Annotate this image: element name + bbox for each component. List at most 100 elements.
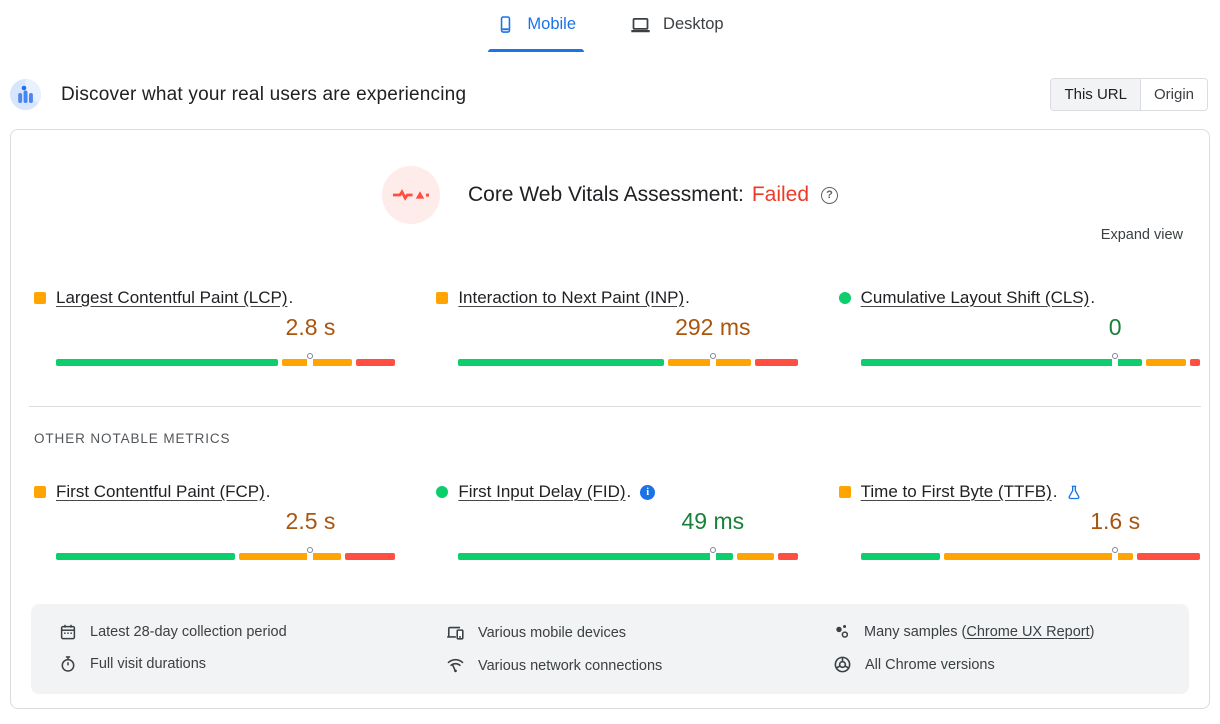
bar-needs-improvement-segment (239, 553, 341, 560)
distribution-bar (860, 359, 1200, 366)
metric-link-fcp[interactable]: First Contentful Paint (FCP) (56, 482, 265, 501)
metric-inp: Interaction to Next Paint (INP). 292 ms (436, 288, 798, 372)
visit-durations-label: Full visit durations (90, 656, 207, 672)
bar-good-segment (860, 359, 1143, 366)
metric-name-row: Largest Contentful Paint (LCP). (34, 288, 395, 308)
metric-distribution-chart: 2.8 s (56, 310, 396, 372)
collection-info-column-3: Many samples (Chrome UX Report) All Chro… (833, 616, 1179, 682)
tab-mobile[interactable]: Mobile (482, 6, 590, 52)
active-tab-underline (488, 48, 585, 52)
section-divider (29, 406, 1201, 407)
metric-period: . (626, 482, 632, 501)
core-web-vitals-pulse-icon (381, 166, 440, 224)
experimental-flask-icon[interactable] (1066, 484, 1082, 501)
tab-desktop[interactable]: Desktop (616, 6, 738, 52)
distribution-bar (458, 359, 798, 366)
metric-status-bullet (436, 486, 449, 498)
metric-status-bullet (436, 292, 449, 304)
bar-poor-segment (355, 359, 396, 366)
metric-distribution-chart: 1.6 s (860, 504, 1200, 566)
metric-status-bullet (34, 292, 46, 304)
expand-view-row: Expand view (11, 226, 1209, 244)
tab-desktop-label: Desktop (663, 15, 724, 33)
p75-marker-icon (1112, 547, 1119, 565)
metric-period: . (685, 288, 690, 307)
distribution-bar (458, 553, 798, 560)
metric-ttfb: Time to First Byte (TTFB). 1.6 s (838, 482, 1200, 566)
network-connections-item: Various network connections (446, 649, 792, 682)
distribution-bar (56, 359, 396, 366)
bar-needs-improvement-segment (667, 359, 751, 366)
info-icon[interactable]: i (640, 484, 656, 500)
network-check-icon (446, 656, 465, 675)
metric-name-row: Cumulative Layout Shift (CLS). (838, 288, 1200, 308)
chrome-icon (833, 655, 852, 674)
p75-marker-icon (307, 547, 314, 565)
metric-link-inp[interactable]: Interaction to Next Paint (INP) (458, 288, 685, 307)
metric-link-lcp[interactable]: Largest Contentful Paint (LCP) (56, 288, 288, 307)
mobile-phone-icon (496, 15, 515, 34)
help-icon[interactable]: ? (821, 186, 839, 204)
scope-toggle: This URL Origin (1050, 78, 1208, 111)
bar-good-segment (860, 553, 941, 560)
desktop-laptop-icon (630, 14, 651, 35)
field-data-header: Discover what your real users are experi… (0, 52, 1220, 129)
collection-info-panel: Latest 28-day collection period Full vis… (31, 604, 1189, 694)
chrome-versions-label: All Chrome versions (865, 656, 995, 673)
chrome-versions-item: All Chrome versions (833, 648, 1179, 681)
metric-period: . (265, 482, 271, 501)
metric-period: . (288, 288, 294, 307)
cwv-assessment-label: Core Web Vitals Assessment: (467, 183, 744, 206)
metric-fid: First Input Delay (FID). i 49 ms (436, 482, 798, 566)
core-metrics-grid: Largest Contentful Paint (LCP). 2.8 s In… (11, 244, 1209, 372)
scope-this-url-button[interactable]: This URL (1051, 79, 1141, 110)
network-connections-label: Various network connections (478, 657, 663, 674)
metric-name-row: First Input Delay (FID). i (436, 482, 797, 502)
metric-cls: Cumulative Layout Shift (CLS). 0 (838, 288, 1200, 372)
expand-view-link[interactable]: Expand view (1100, 227, 1183, 243)
metric-status-bullet (838, 292, 851, 304)
field-data-icon (10, 78, 42, 110)
p75-marker-icon (709, 353, 716, 371)
bar-poor-segment (754, 359, 798, 366)
p75-marker-icon (709, 547, 716, 565)
cwv-assessment-result: Failed (751, 183, 810, 206)
bar-needs-improvement-segment (944, 553, 1134, 560)
metric-link-cls[interactable]: Cumulative Layout Shift (CLS) (860, 288, 1090, 307)
metric-name-row: First Contentful Paint (FCP). (34, 482, 395, 502)
metric-value: 0 (1108, 314, 1122, 340)
calendar-icon (59, 623, 77, 641)
devices-icon (446, 623, 465, 642)
metric-status-bullet (838, 486, 851, 498)
metric-distribution-chart: 0 (860, 310, 1200, 372)
bar-good-segment (56, 553, 236, 560)
metric-distribution-chart: 2.5 s (56, 504, 396, 566)
collection-period-label: Latest 28-day collection period (90, 624, 287, 640)
samples-icon (833, 623, 851, 641)
other-metrics-grid: First Contentful Paint (FCP). 2.5 s Firs… (11, 446, 1209, 566)
metric-value: 49 ms (681, 508, 745, 534)
p75-marker-icon (307, 353, 314, 371)
bar-poor-segment (1137, 553, 1200, 560)
distribution-bar (56, 553, 396, 560)
metric-link-fid[interactable]: First Input Delay (FID) (458, 482, 626, 501)
metric-fcp: First Contentful Paint (FCP). 2.5 s (34, 482, 396, 566)
metric-value: 1.6 s (1090, 508, 1141, 534)
collection-period-item: Latest 28-day collection period (59, 616, 405, 648)
metric-name-row: Interaction to Next Paint (INP). (436, 288, 797, 308)
samples-text-suffix: ) (1089, 624, 1095, 640)
bar-needs-improvement-segment (737, 553, 774, 560)
metric-period: . (1090, 288, 1096, 307)
tab-mobile-label: Mobile (527, 15, 577, 33)
metric-link-ttfb[interactable]: Time to First Byte (TTFB) (860, 482, 1052, 501)
bar-poor-segment (344, 553, 396, 560)
stopwatch-icon (59, 655, 77, 673)
visit-durations-item: Full visit durations (59, 648, 405, 680)
bar-good-segment (458, 553, 734, 560)
scope-origin-button[interactable]: Origin (1140, 79, 1207, 110)
metric-name-row: Time to First Byte (TTFB). (838, 482, 1200, 502)
bar-poor-segment (1190, 359, 1200, 366)
chrome-ux-report-link[interactable]: Chrome UX Report (966, 624, 1090, 640)
page-title: Discover what your real users are experi… (61, 83, 467, 105)
metric-value: 2.8 s (285, 314, 336, 340)
